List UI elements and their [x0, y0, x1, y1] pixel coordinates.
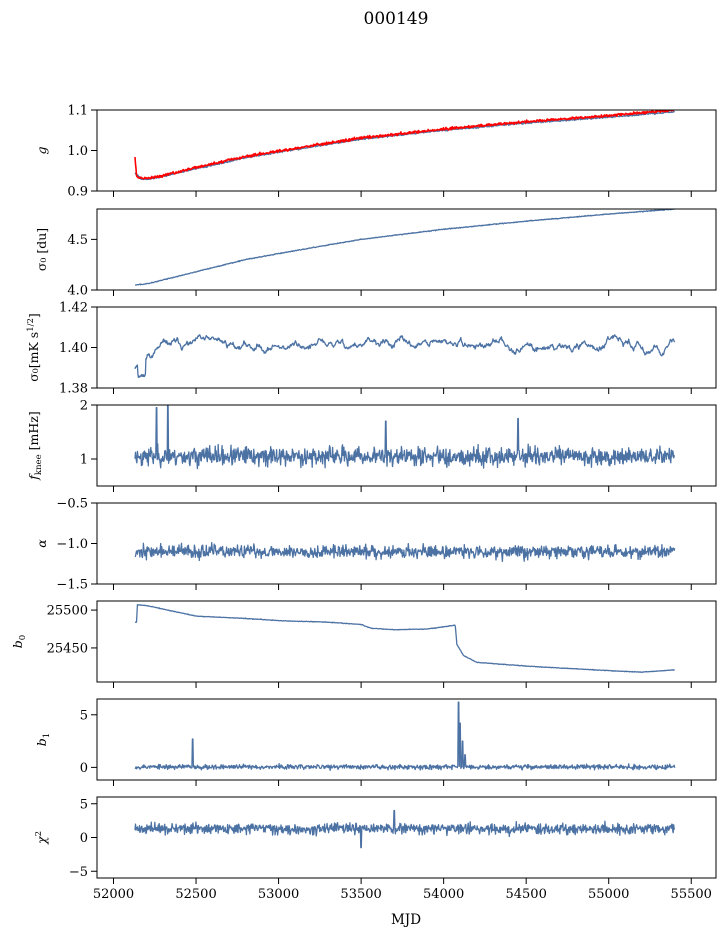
ytick-label-b1-0: 0 — [80, 761, 88, 776]
ytick-label-sigma0_mK-1: 1.40 — [59, 341, 88, 356]
panel-sigma0_du: 4.0 4.5 σ₀ [du] — [34, 208, 717, 299]
series-line-fknee-0 — [134, 405, 676, 470]
axes-frame-alpha — [96, 502, 717, 585]
ylabel-chi2: χ2 — [34, 831, 49, 845]
ytick-label-alpha-0: −1.5 — [56, 578, 88, 593]
series-line-b0-0 — [134, 604, 675, 674]
series-line-g-0 — [134, 111, 675, 181]
axes-frame-b0 — [96, 600, 717, 683]
series-line-sigma0_mK-0 — [134, 334, 676, 379]
ytick-label-sigma0_du-1: 4.5 — [67, 233, 88, 248]
ylabel-alpha: α — [34, 539, 49, 548]
xtick-label-3: 53500 — [340, 887, 381, 902]
ytick-label-b0-1: 25500 — [47, 604, 88, 619]
series-line-alpha-0 — [134, 542, 676, 563]
panel-sigma0_mK: 1.38 1.40 1.42 σ₀[mK s1/2] — [26, 301, 717, 397]
axes-frame-sigma0_mK — [96, 306, 717, 389]
ylabel-sigma0_du: σ₀ [du] — [34, 228, 49, 271]
figure-title: 000149 — [364, 9, 429, 29]
series-line-chi2-0 — [134, 809, 676, 849]
ytick-label-chi2-2: 5 — [80, 797, 88, 812]
series-line-b1-0 — [134, 701, 676, 771]
ylabel-b1: b1 — [34, 733, 52, 746]
panel-b1: 0 5 b1 — [34, 698, 717, 786]
panel-g: 0.9 1.0 1.1 g — [34, 104, 717, 200]
ytick-label-g-0: 0.9 — [67, 185, 88, 200]
series-line-sigma0_du-0 — [134, 209, 675, 286]
ytick-label-sigma0_mK-2: 1.42 — [59, 301, 88, 316]
panel-b0: 25450 25500 b0 — [10, 600, 717, 688]
panels: 0.9 1.0 1.1 g 4.0 4.5 σ₀ [du] 1.38 1.40 1.42 σ₀[mK… — [10, 104, 717, 902]
xtick-label-6: 55000 — [588, 887, 629, 902]
ytick-label-chi2-0: −5 — [69, 865, 88, 880]
ylabel-g: g — [34, 146, 49, 154]
ytick-label-fknee-0: 1 — [80, 453, 88, 468]
ytick-label-sigma0_du-0: 4.0 — [67, 284, 88, 299]
xtick-label-0: 52000 — [93, 887, 134, 902]
axes-frame-b1 — [96, 698, 717, 781]
ytick-label-sigma0_mK-0: 1.38 — [59, 382, 88, 397]
xtick-label-2: 53000 — [258, 887, 299, 902]
panel-fknee: 1 2 fknee [mHz] — [26, 399, 717, 492]
panel-chi2: −5 0 5 52000 52500 53000 53500 54000 54500 55000 5… — [34, 796, 717, 902]
axes-frame-fknee — [96, 404, 717, 487]
xtick-label-1: 52500 — [175, 887, 216, 902]
ylabel-sigma0_mK: σ₀[mK s1/2] — [26, 313, 41, 382]
ytick-label-b0-0: 25450 — [47, 641, 88, 656]
ylabel-b0: b0 — [10, 635, 28, 648]
axes-frame-sigma0_du — [96, 208, 717, 291]
ytick-label-alpha-1: −1.0 — [56, 537, 88, 552]
ytick-label-alpha-2: −0.5 — [56, 497, 88, 512]
ytick-label-fknee-1: 2 — [80, 399, 88, 414]
ytick-label-chi2-1: 0 — [80, 831, 88, 846]
xtick-label-7: 55500 — [671, 887, 712, 902]
ytick-label-g-2: 1.1 — [67, 104, 88, 119]
xtick-label-4: 54000 — [423, 887, 464, 902]
axes-frame-g — [96, 109, 717, 192]
series-line-g-1 — [134, 110, 675, 180]
xtick-label-5: 54500 — [505, 887, 546, 902]
axes-frame-chi2 — [96, 796, 717, 879]
ytick-label-b1-1: 5 — [80, 708, 88, 723]
ytick-label-g-1: 1.0 — [67, 144, 88, 159]
ylabel-fknee: fknee [mHz] — [26, 411, 44, 480]
x-axis-label: MJD — [391, 912, 421, 928]
panel-alpha: −1.5 −1.0 −0.5 α — [34, 497, 717, 593]
